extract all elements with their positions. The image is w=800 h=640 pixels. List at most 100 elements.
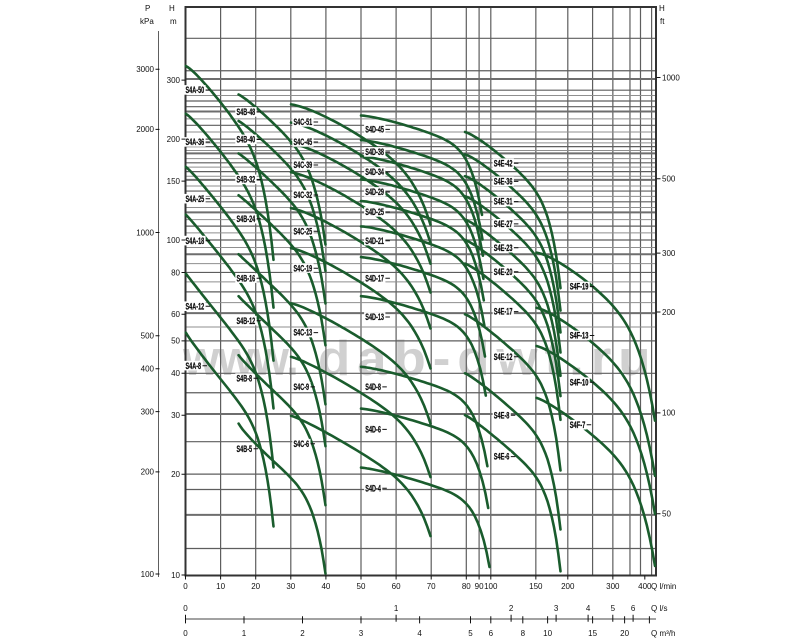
svg-text:0: 0 [183, 629, 188, 638]
svg-text:S4C-6: S4C-6 [294, 439, 310, 450]
svg-text:S4D-45: S4D-45 [365, 125, 384, 136]
svg-text:S4A-8: S4A-8 [186, 361, 202, 372]
svg-text:90: 90 [475, 582, 484, 591]
svg-text:S4D-38: S4D-38 [365, 147, 384, 158]
svg-text:3: 3 [359, 629, 364, 638]
svg-text:1: 1 [242, 629, 247, 638]
svg-text:300: 300 [167, 76, 181, 85]
svg-text:8: 8 [521, 629, 526, 638]
svg-text:S4F-10: S4F-10 [570, 377, 589, 388]
svg-text:S4E-27: S4E-27 [494, 219, 513, 230]
svg-text:50: 50 [171, 337, 180, 346]
svg-text:15: 15 [588, 629, 597, 638]
svg-text:50: 50 [662, 510, 671, 519]
svg-text:S4D-17: S4D-17 [365, 273, 384, 284]
svg-text:S4E-31: S4E-31 [494, 197, 513, 208]
svg-text:70: 70 [427, 582, 436, 591]
svg-text:40: 40 [321, 582, 330, 591]
svg-text:6: 6 [489, 629, 494, 638]
svg-text:10: 10 [171, 571, 180, 580]
svg-text:dab-dwt.ru: dab-dwt.ru [318, 331, 651, 386]
svg-text:30: 30 [286, 582, 295, 591]
svg-text:Q l/s: Q l/s [651, 604, 667, 613]
svg-text:m: m [170, 17, 177, 26]
svg-text:2000: 2000 [136, 125, 154, 134]
svg-text:2: 2 [509, 604, 514, 613]
svg-text:S4B-40: S4B-40 [237, 135, 256, 146]
svg-text:S4F-7: S4F-7 [570, 420, 586, 431]
svg-text:Q m³/h: Q m³/h [651, 629, 675, 638]
svg-text:150: 150 [529, 582, 543, 591]
svg-text:S4B-8: S4B-8 [237, 373, 253, 384]
svg-text:0: 0 [183, 582, 188, 591]
svg-text:ft: ft [660, 17, 665, 26]
svg-text:S4A-18: S4A-18 [186, 236, 205, 247]
svg-text:kPa: kPa [140, 17, 154, 26]
svg-text:1: 1 [394, 604, 399, 613]
svg-text:50: 50 [357, 582, 366, 591]
svg-text:10: 10 [216, 582, 225, 591]
svg-text:0: 0 [183, 604, 188, 613]
svg-text:Q l/min: Q l/min [651, 582, 676, 591]
svg-text:H: H [659, 4, 665, 13]
svg-text:4: 4 [586, 604, 591, 613]
svg-text:S4A-50: S4A-50 [186, 85, 205, 96]
svg-text:4: 4 [417, 629, 422, 638]
svg-text:20: 20 [251, 582, 260, 591]
svg-text:80: 80 [462, 582, 471, 591]
svg-text:S4A-25: S4A-25 [186, 194, 205, 205]
svg-text:200: 200 [141, 468, 155, 477]
svg-text:H: H [169, 4, 175, 13]
svg-text:300: 300 [662, 249, 676, 258]
svg-text:S4D-29: S4D-29 [365, 187, 384, 198]
svg-text:S4C-45: S4C-45 [294, 137, 313, 148]
svg-text:300: 300 [606, 582, 620, 591]
svg-text:S4F-19: S4F-19 [570, 282, 589, 293]
svg-text:S4E-8: S4E-8 [494, 410, 510, 421]
svg-text:S4E-23: S4E-23 [494, 243, 513, 254]
svg-text:S4F-13: S4F-13 [570, 331, 589, 342]
svg-text:200: 200 [662, 308, 676, 317]
svg-text:S4E-36: S4E-36 [494, 177, 513, 188]
svg-text:20: 20 [620, 629, 629, 638]
svg-text:1000: 1000 [662, 73, 680, 82]
svg-text:100: 100 [167, 236, 181, 245]
svg-text:6: 6 [631, 604, 636, 613]
svg-text:S4D-13: S4D-13 [365, 312, 384, 323]
svg-text:S4E-42: S4E-42 [494, 158, 513, 169]
svg-text:100: 100 [484, 582, 498, 591]
svg-text:150: 150 [167, 177, 181, 186]
svg-text:S4C-9: S4C-9 [294, 382, 310, 393]
svg-text:S4D-6: S4D-6 [365, 425, 381, 436]
svg-text:3000: 3000 [136, 65, 154, 74]
svg-text:S4A-36: S4A-36 [186, 137, 205, 148]
svg-text:S4B-16: S4B-16 [237, 273, 256, 284]
svg-text:S4D-25: S4D-25 [365, 207, 384, 218]
svg-text:2: 2 [300, 629, 305, 638]
svg-text:400: 400 [141, 365, 155, 374]
svg-text:S4C-13: S4C-13 [294, 328, 313, 339]
svg-text:40: 40 [171, 369, 180, 378]
svg-text:3: 3 [554, 604, 559, 613]
svg-text:400: 400 [638, 582, 652, 591]
svg-text:60: 60 [171, 310, 180, 319]
svg-text:300: 300 [141, 407, 155, 416]
svg-text:S4B-48: S4B-48 [237, 107, 256, 118]
svg-text:200: 200 [561, 582, 575, 591]
svg-text:S4C-51: S4C-51 [294, 117, 313, 128]
svg-text:5: 5 [611, 604, 616, 613]
svg-text:P: P [145, 4, 150, 13]
svg-text:S4C-32: S4C-32 [294, 190, 313, 201]
svg-text:200: 200 [167, 135, 181, 144]
svg-text:S4D-21: S4D-21 [365, 236, 384, 247]
svg-text:S4C-19: S4C-19 [294, 263, 313, 274]
svg-text:S4C-25: S4C-25 [294, 226, 313, 237]
svg-text:S4B-12: S4B-12 [237, 316, 256, 327]
svg-text:S4B-24: S4B-24 [237, 214, 256, 225]
svg-text:5: 5 [468, 629, 473, 638]
svg-text:100: 100 [141, 570, 155, 579]
svg-text:S4A-12: S4A-12 [186, 301, 205, 312]
svg-text:500: 500 [662, 175, 676, 184]
svg-text:1000: 1000 [136, 228, 154, 237]
svg-text:60: 60 [392, 582, 401, 591]
